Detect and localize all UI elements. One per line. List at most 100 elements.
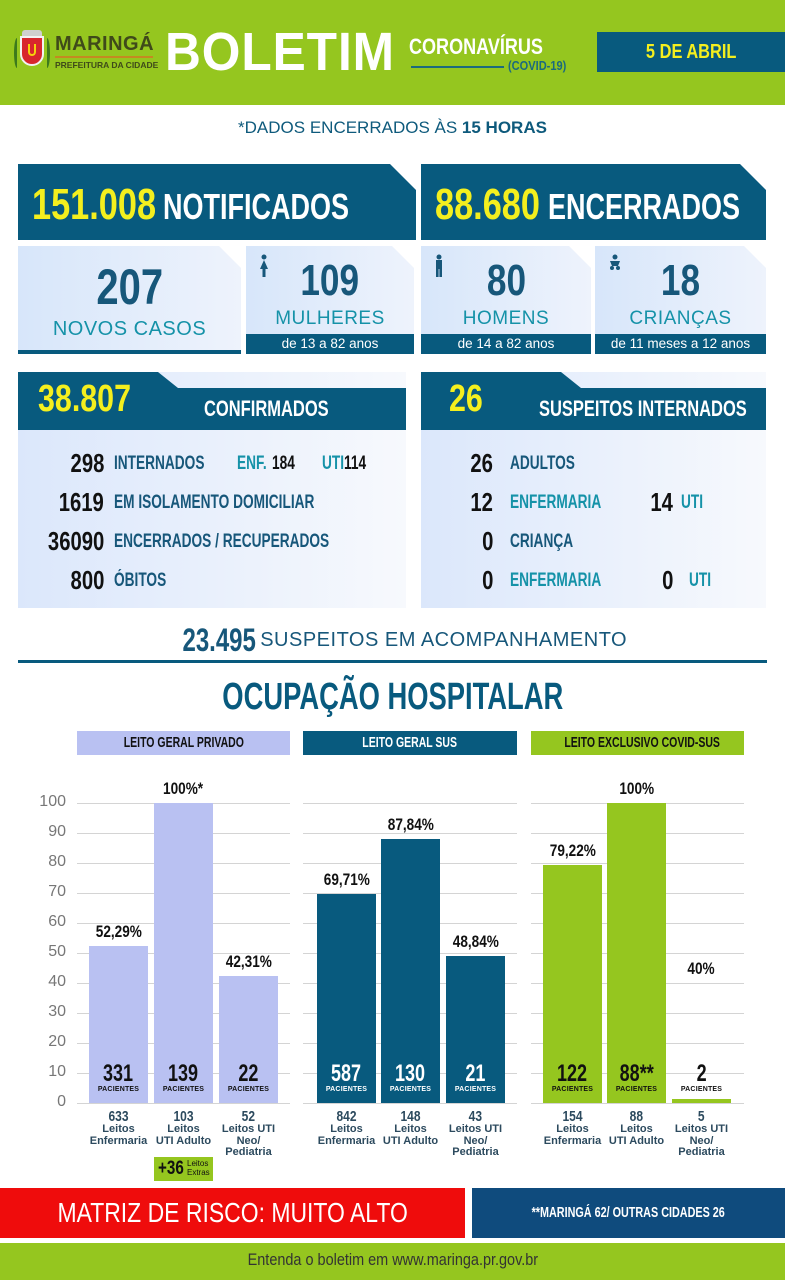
page-subtitle-tag: (COVID-19) — [508, 58, 567, 73]
bar-percent-label: 48,84% — [452, 932, 499, 952]
bar-percent-label: 40% — [687, 959, 716, 978]
gridline — [303, 803, 517, 804]
confirmados-value: 38.807 — [38, 378, 131, 420]
brand-subtitle: PREFEITURA DA CIDADE — [55, 60, 159, 70]
bar — [154, 803, 213, 1103]
ocupacao-title: OCUPAÇÃO HOSPITALAR — [222, 676, 563, 718]
category-leito-geral-sus: LEITO GERAL SUS — [303, 731, 517, 755]
mulheres-age-range: de 13 a 82 anos — [246, 334, 414, 354]
bar-patients-count: 130 PACIENTES — [389, 1060, 432, 1094]
gridline — [77, 1103, 290, 1104]
footer-link[interactable]: Entenda o boletim em www.maringa.pr.gov.… — [0, 1243, 785, 1280]
bar-patients-count: 88** PACIENTES — [615, 1060, 658, 1094]
adultos-row: 26 ADULTOS — [470, 448, 575, 478]
encerrados-banner: 88.680 ENCERRADOS — [421, 164, 766, 240]
bar — [607, 803, 666, 1103]
bar-percent-label: 87,84% — [387, 815, 434, 835]
y-axis-tick: 80 — [48, 853, 66, 870]
crianca-enfermaria-uti-row: 0 ENFERMARIA 0 UTI — [481, 565, 712, 595]
bar-patients-count: 2 PACIENTES — [680, 1060, 723, 1094]
homens-age-range: de 14 a 82 anos — [421, 334, 591, 354]
bar-patients-count: 587 PACIENTES — [325, 1060, 368, 1094]
gridline — [531, 1103, 744, 1104]
bar-patients-count: 122 PACIENTES — [551, 1060, 594, 1094]
bar — [672, 1099, 731, 1103]
y-axis-tick: 40 — [48, 973, 66, 990]
category-leito-geral-privado: LEITO GERAL PRIVADO — [77, 731, 290, 755]
acompanhamento-value: 23.495 — [182, 622, 256, 658]
obitos-row: 800 ÓBITOS — [70, 565, 167, 595]
isolamento-row: 1619 EM ISOLAMENTO DOMICILIAR — [58, 487, 315, 517]
header-bar: MARINGÁ PREFEITURA DA CIDADE BOLETIM COR… — [0, 0, 785, 105]
mulheres-label: MULHERES — [275, 308, 385, 329]
data-cutoff-note: *DADOS ENCERRADOS ÀS 15 HORAS — [238, 118, 547, 137]
risk-matrix-banner: MATRIZ DE RISCO: MUITO ALTO — [0, 1188, 465, 1238]
male-icon — [433, 254, 445, 278]
suspeitos-acompanhamento: 23.495 SUSPEITOS EM ACOMPANHAMENTO — [0, 622, 785, 659]
bed-capacity-label: 103 Leitos UTI Adulto — [155, 1108, 212, 1147]
y-axis-tick: 20 — [48, 1033, 66, 1050]
criancas-value: 18 — [660, 256, 701, 305]
y-axis-tick: 50 — [48, 943, 66, 960]
criancas-label: CRIANÇAS — [629, 308, 732, 329]
suspeitos-internados-value: 26 — [449, 378, 483, 420]
bar — [89, 946, 148, 1103]
bed-capacity-label: 842 Leitos Enfermaria — [317, 1108, 376, 1147]
bar-percent-label: 69,71% — [323, 869, 370, 889]
mulheres-value: 109 — [300, 256, 360, 305]
novos-casos-card: 207 NOVOS CASOS — [18, 246, 241, 354]
bar — [219, 976, 278, 1103]
novos-casos-value: 207 — [96, 259, 163, 315]
bar-patients-count: 22 PACIENTES — [227, 1060, 270, 1094]
suspeitos-internados-panel: 26 SUSPEITOS INTERNADOS 26 ADULTOS 12 EN… — [421, 372, 766, 608]
baby-icon — [607, 254, 623, 272]
extra-beds-badge: +36 Leitos Extras — [154, 1157, 213, 1181]
homens-value: 80 — [486, 256, 526, 305]
confirmados-panel: 38.807 CONFIRMADOS 298 INTERNADOS ENF. 1… — [18, 372, 406, 608]
adultos-enfermaria-uti-row: 12 ENFERMARIA 14 UTI — [470, 487, 704, 517]
page-title: BOLETIM — [165, 22, 395, 82]
confirmados-label: CONFIRMADOS — [204, 396, 329, 421]
y-axis-tick: 30 — [48, 1003, 66, 1020]
notificados-banner: 151.008 NOTIFICADOS — [18, 164, 416, 240]
suspeitos-internados-label: SUSPEITOS INTERNADOS — [539, 396, 747, 421]
subtitle-divider — [411, 66, 504, 68]
bar — [543, 865, 602, 1103]
bar — [381, 839, 440, 1103]
bar-percent-label: 100% — [619, 779, 654, 798]
y-axis-tick: 0 — [57, 1093, 66, 1110]
brand-divider — [55, 56, 153, 58]
bar-patients-count: 139 PACIENTES — [162, 1060, 205, 1094]
female-icon — [258, 254, 270, 278]
page-subtitle: CORONAVÍRUS — [409, 34, 543, 59]
notificados-label: NOTIFICADOS — [163, 186, 350, 227]
category-leito-exclusivo-covid-sus: LEITO EXCLUSIVO COVID-SUS — [531, 731, 744, 755]
homens-label: HOMENS — [462, 308, 550, 329]
encerrados-label: ENCERRADOS — [547, 186, 740, 227]
footnote-cities: **MARINGÁ 62/ OUTRAS CIDADES 26 — [472, 1188, 785, 1238]
city-coat-of-arms-icon — [14, 30, 50, 72]
bar-percent-label: 52,29% — [95, 922, 142, 942]
bar — [446, 956, 505, 1103]
internados-row: 298 INTERNADOS ENF. 184 UTI 114 — [70, 448, 367, 478]
bed-capacity-label: 5 Leitos UTI Neo/Pediatria — [674, 1108, 729, 1158]
section-divider — [18, 660, 767, 663]
bar-patients-count: 21 PACIENTES — [454, 1060, 497, 1094]
bar-percent-label: 100%* — [163, 779, 204, 798]
bar-patients-count: 331 PACIENTES — [97, 1060, 140, 1094]
y-axis-tick: 60 — [48, 913, 66, 930]
recuperados-row: 36090 ENCERRADOS / RECUPERADOS — [47, 526, 330, 556]
y-axis-tick: 70 — [48, 883, 66, 900]
bar-percent-label: 42,31% — [225, 952, 272, 972]
gridline — [303, 1103, 517, 1104]
brand-name: MARINGÁ — [55, 33, 155, 55]
y-axis-tick: 90 — [48, 823, 66, 840]
criancas-age-range: de 11 meses a 12 anos — [595, 334, 766, 354]
date-badge: 5 DE ABRIL — [597, 32, 785, 72]
y-axis-tick: 10 — [48, 1063, 66, 1080]
bed-capacity-label: 52 Leitos UTI Neo/Pediatria — [221, 1108, 276, 1158]
bar-percent-label: 79,22% — [549, 841, 596, 861]
bed-capacity-label: 148 Leitos UTI Adulto — [382, 1108, 439, 1147]
gridline — [303, 833, 517, 834]
crianca-row: 0 CRIANÇA — [481, 526, 574, 556]
